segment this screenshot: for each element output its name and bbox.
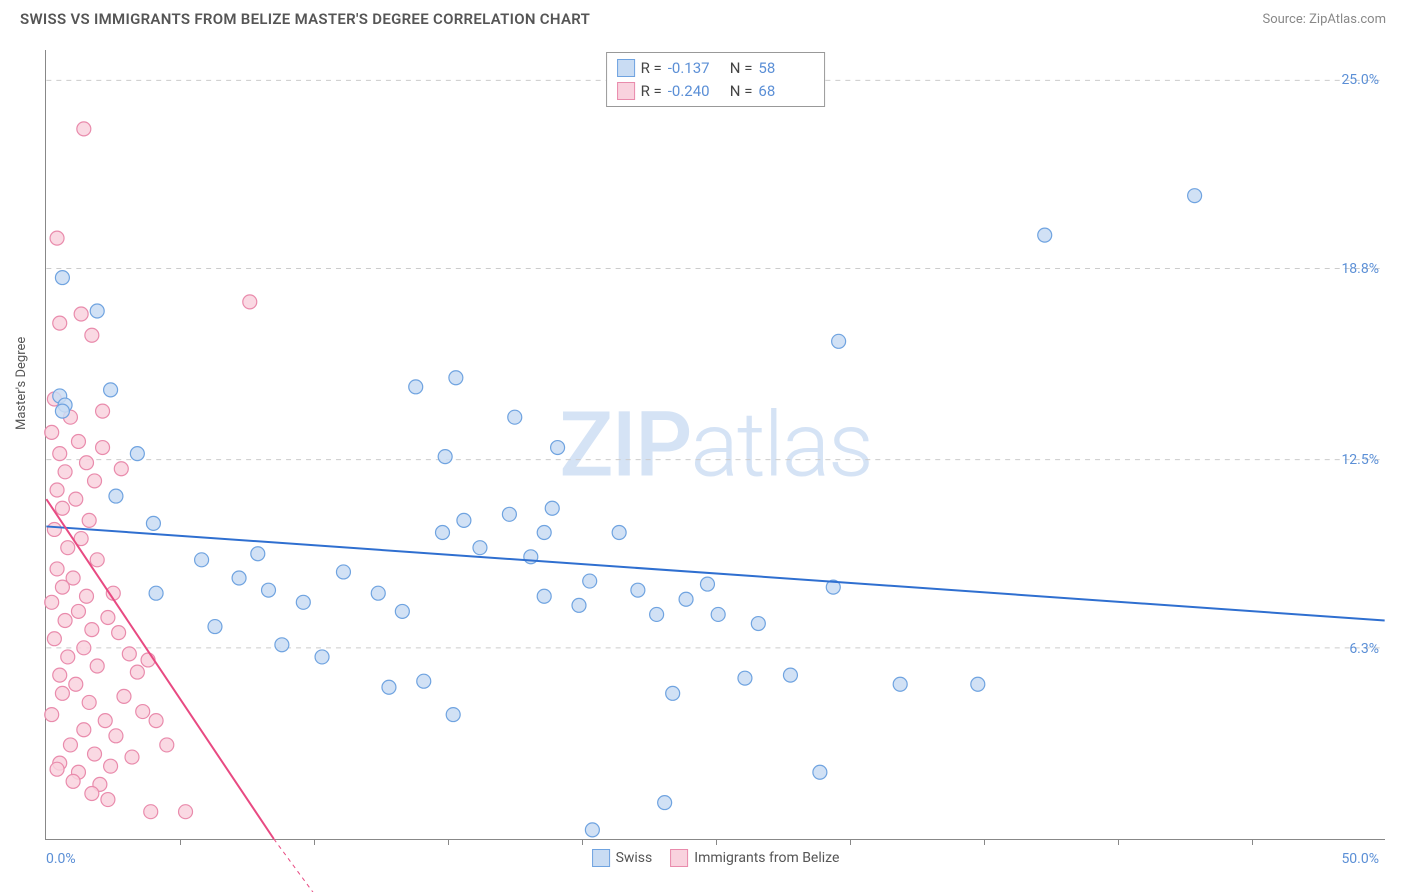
x-tick <box>984 839 985 845</box>
legend: Swiss Immigrants from Belize <box>592 849 840 867</box>
y-tick-label: 12.5% <box>1341 452 1379 468</box>
chart-plot-area: ZIPatlas R = -0.137 N = 58 R = -0.240 N … <box>45 50 1385 840</box>
n-value-swiss: 58 <box>758 57 814 80</box>
r-value-belize: -0.240 <box>668 80 724 103</box>
x-tick <box>448 839 449 845</box>
correlation-stats-box: R = -0.137 N = 58 R = -0.240 N = 68 <box>606 52 826 107</box>
legend-label-swiss: Swiss <box>616 850 653 866</box>
source-attribution: Source: ZipAtlas.com <box>1262 12 1386 27</box>
r-label: R = <box>641 80 662 103</box>
n-value-belize: 68 <box>758 80 814 103</box>
y-tick-label: 18.8% <box>1341 261 1379 277</box>
y-axis-title: Master's Degree <box>14 337 29 430</box>
y-tick-label: 25.0% <box>1341 72 1379 88</box>
x-tick <box>1118 839 1119 845</box>
x-tick <box>716 839 717 845</box>
legend-item-belize: Immigrants from Belize <box>670 849 839 867</box>
r-label: R = <box>641 57 662 80</box>
x-tick <box>582 839 583 845</box>
x-tick <box>1252 839 1253 845</box>
chart-title: SWISS VS IMMIGRANTS FROM BELIZE MASTER'S… <box>20 10 590 28</box>
x-tick <box>314 839 315 845</box>
x-axis-max-label: 50.0% <box>1341 851 1379 867</box>
scatter-svg <box>46 50 1385 839</box>
swatch-swiss <box>592 849 610 867</box>
x-tick <box>850 839 851 845</box>
y-tick-label: 6.3% <box>1349 641 1379 657</box>
swatch-belize <box>670 849 688 867</box>
swatch-belize <box>617 82 635 100</box>
x-axis-min-label: 0.0% <box>46 851 76 867</box>
n-label: N = <box>730 57 753 80</box>
r-value-swiss: -0.137 <box>668 57 724 80</box>
legend-item-swiss: Swiss <box>592 849 653 867</box>
n-label: N = <box>730 80 753 103</box>
x-tick <box>180 839 181 845</box>
stats-row-belize: R = -0.240 N = 68 <box>617 80 815 103</box>
stats-row-swiss: R = -0.137 N = 58 <box>617 57 815 80</box>
legend-label-belize: Immigrants from Belize <box>694 850 839 866</box>
swatch-swiss <box>617 59 635 77</box>
